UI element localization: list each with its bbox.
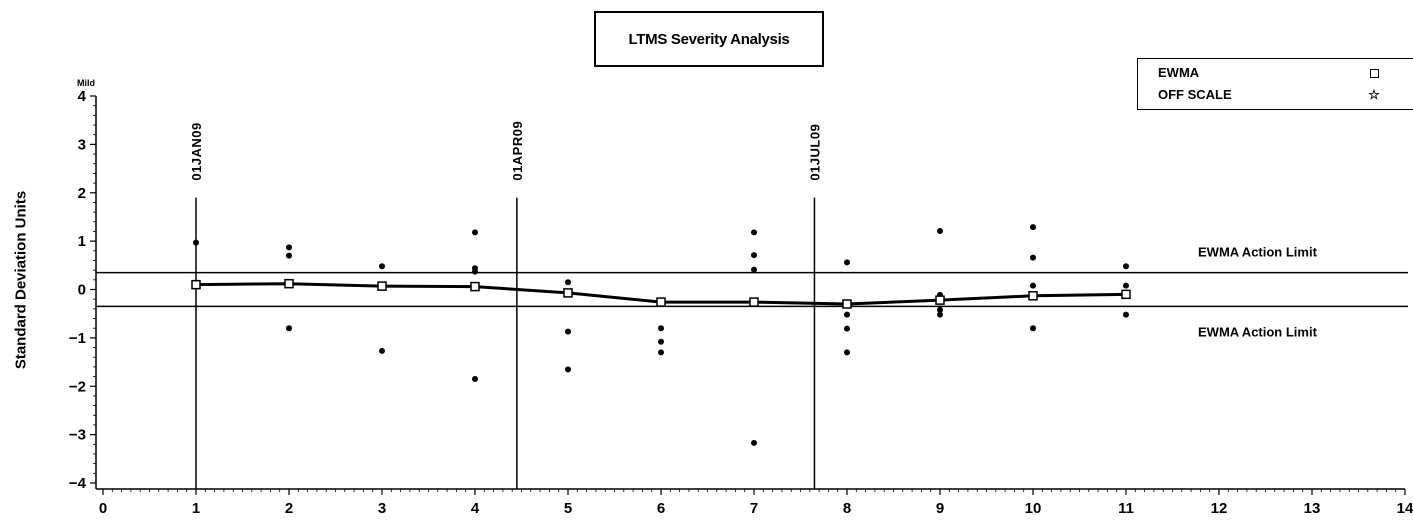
data-point [937, 306, 943, 313]
axes [95, 96, 1405, 490]
x-tick-label: 12 [1211, 500, 1228, 517]
data-point [937, 227, 943, 234]
ewma-marker [563, 288, 573, 298]
action-limit-label: EWMA Action Limit [1198, 324, 1318, 339]
y-tick-label: −1 [69, 330, 86, 347]
data-point [1030, 254, 1036, 261]
data-point [286, 244, 292, 251]
ewma-marker [842, 299, 852, 309]
y-tick-label: 0 [78, 282, 86, 299]
x-tick-label: 4 [471, 500, 480, 517]
data-point [751, 229, 757, 236]
x-tick-label: 1 [192, 500, 200, 517]
data-point [286, 325, 292, 332]
date-marker-label: 01JAN09 [189, 122, 204, 180]
ewma-marker [284, 278, 294, 289]
date-marker-label: 01APR09 [510, 121, 525, 181]
y-tick-label: 1 [78, 233, 86, 250]
data-point [379, 347, 385, 354]
ewma-marker [935, 295, 945, 305]
y-tick-label: 3 [78, 136, 86, 153]
data-point [844, 349, 850, 356]
x-tick-label: 6 [657, 500, 665, 517]
data-point [1123, 282, 1129, 289]
x-tick-label: 10 [1025, 500, 1042, 517]
ewma-marker [656, 297, 666, 307]
x-tick-label: 2 [285, 500, 293, 517]
data-point [751, 266, 757, 273]
data-point [1123, 311, 1129, 318]
data-point [472, 268, 478, 275]
y-tick-label: 2 [78, 185, 86, 202]
data-point [472, 375, 478, 382]
data-point [1030, 282, 1036, 289]
data-point [1123, 263, 1129, 270]
ewma-marker [470, 281, 480, 292]
action-limit-label: EWMA Action Limit [1198, 245, 1318, 260]
y-tick-label: 4 [78, 88, 87, 105]
ewma-series [191, 278, 1131, 309]
y-axis-label: Standard Deviation Units [12, 190, 30, 370]
x-tick-label: 9 [936, 500, 944, 517]
x-tick-label: 13 [1304, 500, 1321, 517]
legend-label: EWMA [1158, 65, 1200, 80]
x-tick-label: 3 [378, 500, 386, 517]
data-point [472, 229, 478, 236]
data-point [751, 252, 757, 259]
data-point [193, 239, 199, 246]
data-point [844, 325, 850, 332]
data-point [658, 338, 664, 345]
data-point [937, 311, 943, 318]
legend-label: OFF SCALE [1158, 87, 1232, 102]
square-icon [1366, 65, 1382, 81]
data-points [193, 224, 1129, 446]
reference-lines: EWMA Action Limit EWMA Action Limit [96, 245, 1408, 339]
data-point [565, 366, 571, 373]
data-point [658, 325, 664, 332]
legend-item-off-scale: OFF SCALE ☆ [1158, 87, 1398, 105]
ewma-marker [1121, 289, 1131, 300]
data-point [1030, 325, 1036, 332]
data-point [751, 439, 757, 446]
date-markers: 01JAN09 01APR09 01JUL09 [189, 121, 822, 489]
star-icon: ☆ [1368, 87, 1380, 102]
x-tick-label: 11 [1118, 500, 1134, 517]
y-tick-label: −3 [69, 427, 86, 444]
data-point [658, 349, 664, 356]
data-point [565, 279, 571, 286]
data-point [1030, 224, 1036, 231]
legend: EWMA OFF SCALE ☆ [1137, 58, 1413, 110]
top-annotation: Mild [77, 78, 95, 88]
x-tick-label: 0 [99, 500, 107, 517]
data-point [286, 252, 292, 259]
ewma-marker [377, 281, 387, 291]
date-marker-label: 01JUL09 [807, 124, 822, 181]
ewma-marker [191, 279, 201, 290]
x-tick-label: 7 [750, 500, 758, 517]
data-point [379, 263, 385, 270]
x-tick-label: 8 [843, 500, 851, 517]
ewma-marker [749, 297, 759, 307]
legend-item-ewma: EWMA [1158, 65, 1398, 83]
data-point [565, 328, 571, 335]
y-tick-label: −2 [69, 378, 86, 395]
data-point [844, 259, 850, 266]
x-tick-label: 14 [1397, 500, 1413, 517]
x-tick-label: 5 [564, 500, 572, 517]
y-tick-label: −4 [69, 475, 87, 492]
ewma-marker [1028, 291, 1038, 301]
chart-title: LTMS Severity Analysis [594, 11, 824, 67]
data-point [844, 311, 850, 318]
